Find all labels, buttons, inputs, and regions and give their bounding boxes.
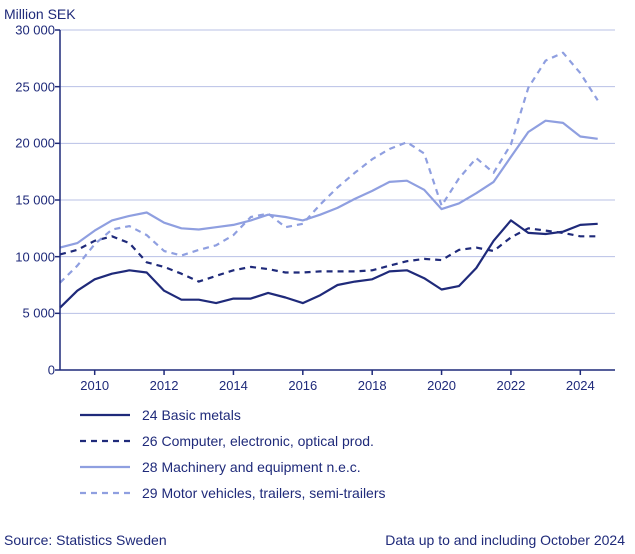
legend-label: 29 Motor vehicles, trailers, semi-traile… [142, 485, 386, 501]
y-tick-label: 20 000 [15, 136, 55, 151]
x-tick-label: 2014 [219, 378, 248, 393]
legend-item: 24 Basic metals [80, 402, 386, 428]
legend-item: 28 Machinery and equipment n.e.c. [80, 454, 386, 480]
x-tick-label: 2016 [288, 378, 317, 393]
legend-swatch [80, 458, 130, 476]
x-tick-label: 2012 [150, 378, 179, 393]
legend-item: 29 Motor vehicles, trailers, semi-traile… [80, 480, 386, 506]
y-tick-label: 25 000 [15, 79, 55, 94]
x-tick-label: 2024 [566, 378, 595, 393]
series-s28 [60, 121, 598, 248]
legend-swatch [80, 432, 130, 450]
x-tick-label: 2018 [358, 378, 387, 393]
legend-swatch [80, 406, 130, 424]
y-tick-label: 5 000 [22, 306, 55, 321]
y-tick-label: 0 [48, 363, 55, 378]
series-s26 [60, 228, 598, 281]
y-tick-label: 15 000 [15, 193, 55, 208]
legend-label: 28 Machinery and equipment n.e.c. [142, 459, 361, 475]
series-s29 [60, 53, 598, 283]
legend-swatch [80, 484, 130, 502]
chart-plot-area [60, 30, 615, 370]
y-axis-title: Million SEK [4, 6, 76, 22]
y-tick-label: 30 000 [15, 23, 55, 38]
legend-label: 26 Computer, electronic, optical prod. [142, 433, 374, 449]
x-tick-label: 2020 [427, 378, 456, 393]
legend-label: 24 Basic metals [142, 407, 241, 423]
legend-item: 26 Computer, electronic, optical prod. [80, 428, 386, 454]
footer-source: Source: Statistics Sweden [4, 532, 167, 548]
y-tick-label: 10 000 [15, 249, 55, 264]
x-tick-label: 2010 [80, 378, 109, 393]
legend: 24 Basic metals 26 Computer, electronic, … [80, 402, 386, 506]
footer-data-note: Data up to and including October 2024 [385, 532, 625, 548]
chart-container: Million SEK 0 5 000 10 000 15 000 20 000 25 0… [0, 0, 635, 554]
x-tick-label: 2022 [496, 378, 525, 393]
